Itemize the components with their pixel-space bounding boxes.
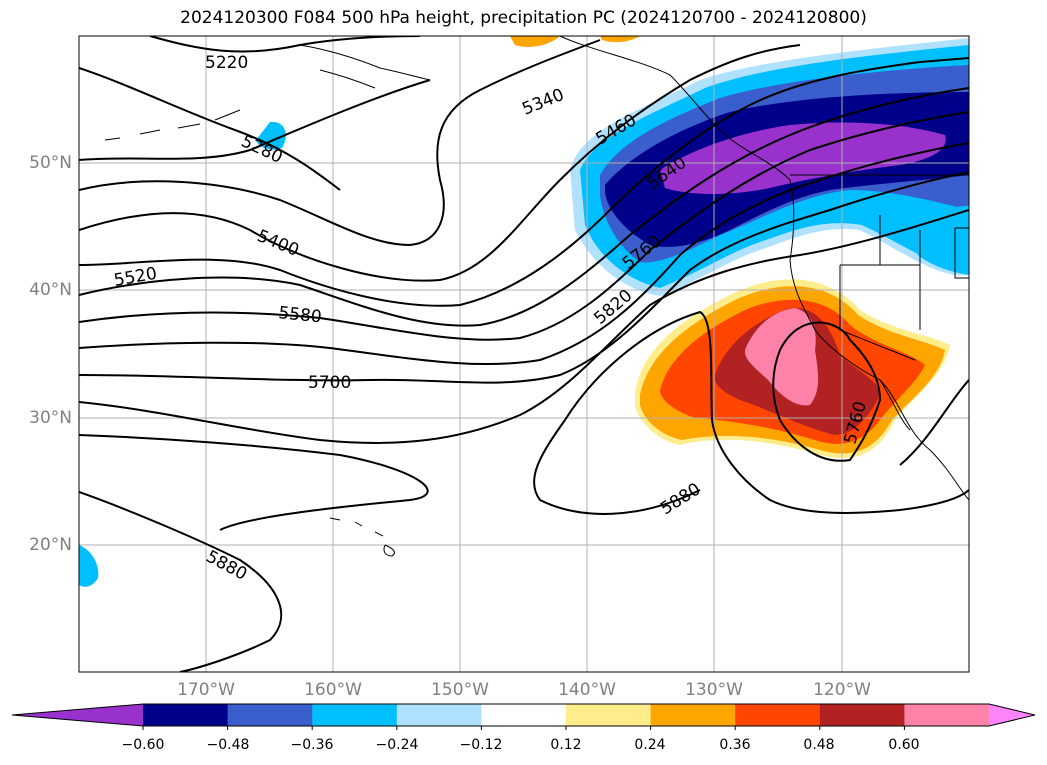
- colorbar-tick: 0.12: [550, 737, 582, 753]
- colorbar-swatch: [904, 704, 990, 726]
- colorbar-swatch: [312, 704, 398, 726]
- colorbar-tick: −0.60: [121, 737, 165, 753]
- contour-label: 5220: [205, 53, 248, 73]
- contour-label: 5700: [308, 373, 351, 393]
- colorbar-tick: 0.48: [803, 737, 835, 753]
- colorbar-swatch: [396, 704, 482, 726]
- lat-label-20n: 20°N: [29, 535, 72, 555]
- contour-label: 5580: [277, 303, 322, 327]
- lon-label-150w: 150°W: [431, 680, 489, 700]
- colorbar-extend-low: [12, 704, 143, 726]
- colorbar: [11, 703, 1036, 730]
- lon-label-130w: 130°W: [685, 680, 743, 700]
- lon-label-160w: 160°W: [304, 680, 362, 700]
- colorbar-swatch: [143, 704, 229, 726]
- lon-label-140w: 140°W: [558, 680, 616, 700]
- colorbar-tick: −0.12: [459, 737, 503, 753]
- lon-label-120w: 120°W: [813, 680, 871, 700]
- lat-label-50n: 50°N: [29, 153, 72, 173]
- map-title: 2024120300 F084 500 hPa height, precipit…: [180, 8, 867, 28]
- colorbar-tick: −0.48: [206, 737, 250, 753]
- lat-label-30n: 30°N: [29, 408, 72, 428]
- colorbar-tick: −0.24: [375, 737, 419, 753]
- colorbar-swatch: [566, 704, 652, 726]
- colorbar-tick: 0.60: [888, 737, 920, 753]
- colorbar-swatch: [819, 704, 905, 726]
- lat-label-40n: 40°N: [29, 280, 72, 300]
- colorbar-swatch: [650, 704, 736, 726]
- lon-label-170w: 170°W: [177, 680, 235, 700]
- colorbar-tick: 0.36: [719, 737, 751, 753]
- colorbar-extend-high: [989, 704, 1035, 726]
- colorbar-swatch: [227, 704, 313, 726]
- map-frame: [78, 35, 970, 673]
- colorbar-swatch: [481, 704, 567, 726]
- colorbar-swatch: [735, 704, 821, 726]
- gridlines: [79, 36, 969, 672]
- height-contours: [79, 36, 969, 672]
- colorbar-tick: −0.36: [290, 737, 334, 753]
- colorbar-tick: 0.24: [634, 737, 666, 753]
